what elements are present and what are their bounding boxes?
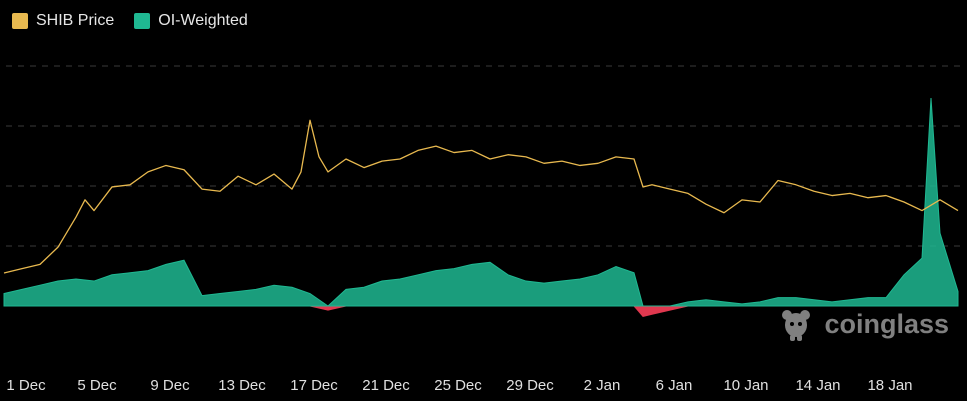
coinglass-logo-icon: [782, 310, 811, 341]
grid-lines: [6, 65, 962, 247]
x-axis-ticks: 1 Dec 5 Dec 9 Dec 13 Dec 17 Dec 21 Dec 25 Dec 2…: [6, 377, 912, 394]
legend-swatch-shib-price: [12, 13, 28, 29]
legend-swatch-oi-weighted: [134, 13, 151, 29]
legend-item-shib-price[interactable]: SHIB Price: [12, 12, 114, 30]
legend-label-oi-weighted: OI-Weighted: [158, 12, 248, 29]
shib-price-line: [3, 119, 959, 274]
oi-weighted-area: [3, 97, 959, 317]
coinglass-watermark: coinglass: [778, 306, 949, 342]
watermark-text: coinglass: [824, 308, 949, 339]
x-tick-label: 13 Dec: [218, 377, 266, 394]
x-tick-label: 2 Jan: [584, 377, 621, 394]
x-tick-label: 10 Jan: [723, 377, 768, 394]
x-tick-label: 18 Jan: [867, 377, 912, 394]
chart-legend: SHIB Price OI-Weighted: [12, 12, 248, 30]
x-tick-label: 5 Dec: [77, 377, 117, 394]
x-tick-label: 25 Dec: [434, 377, 482, 394]
shib-price-series-line: [3, 119, 959, 274]
x-tick-label: 1 Dec: [6, 377, 46, 394]
x-tick-label: 14 Jan: [795, 377, 840, 394]
x-tick-label: 29 Dec: [506, 377, 554, 394]
oi-weighted-positive-area: [3, 97, 959, 307]
x-tick-label: 6 Jan: [656, 377, 693, 394]
x-tick-label: 21 Dec: [362, 377, 410, 394]
legend-label-shib-price: SHIB Price: [36, 12, 115, 29]
x-tick-label: 17 Dec: [290, 377, 338, 394]
legend-item-oi-weighted[interactable]: OI-Weighted: [134, 12, 248, 30]
x-tick-label: 9 Dec: [150, 377, 190, 394]
